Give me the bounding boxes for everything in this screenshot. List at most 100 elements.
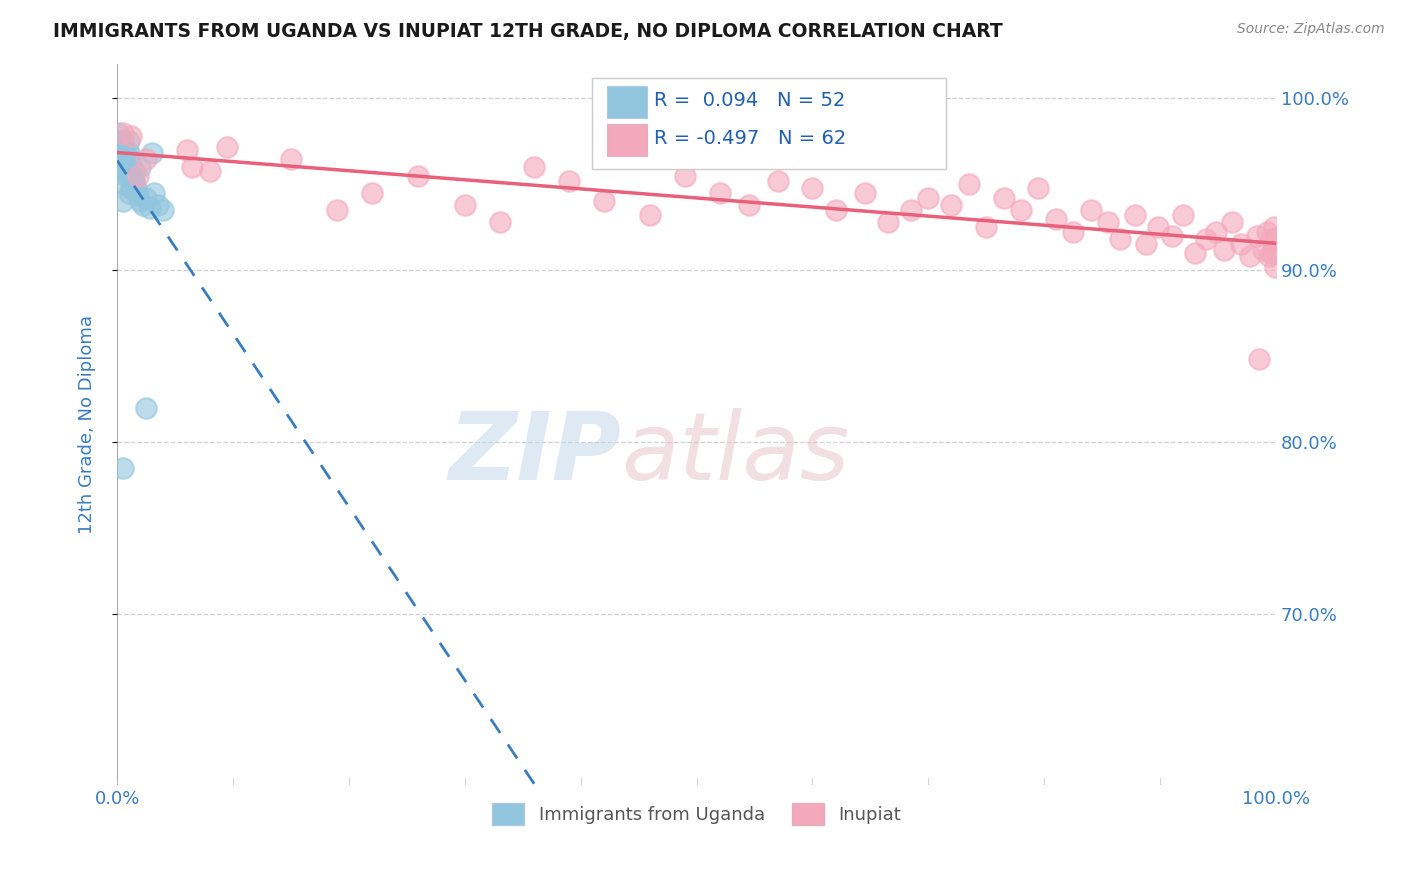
Point — [523, 160, 546, 174]
Point — [488, 215, 510, 229]
Point — [974, 220, 997, 235]
Point — [1260, 232, 1282, 246]
Point — [120, 129, 142, 144]
Point — [1010, 202, 1032, 217]
Point — [993, 191, 1015, 205]
Point — [1247, 352, 1270, 367]
Point — [118, 146, 141, 161]
Point — [1258, 249, 1281, 263]
Point — [122, 174, 145, 188]
Text: Source: ZipAtlas.com: Source: ZipAtlas.com — [1237, 22, 1385, 37]
Point — [941, 198, 963, 212]
Point — [124, 163, 146, 178]
Point — [1261, 246, 1284, 260]
Point — [1123, 208, 1146, 222]
Point — [361, 186, 384, 200]
Point — [853, 186, 876, 200]
Text: R =  0.094   N = 52: R = 0.094 N = 52 — [654, 91, 845, 111]
Point — [1239, 249, 1261, 263]
Point — [111, 143, 134, 157]
Point — [124, 180, 146, 194]
Point — [1173, 208, 1195, 222]
Point — [824, 202, 846, 217]
Point — [131, 198, 153, 212]
FancyBboxPatch shape — [607, 87, 647, 118]
Point — [957, 178, 980, 192]
Point — [111, 146, 134, 161]
Point — [217, 139, 239, 153]
Point — [114, 160, 136, 174]
Point — [1135, 237, 1157, 252]
Point — [1246, 228, 1268, 243]
Point — [115, 150, 138, 164]
Point — [592, 194, 614, 209]
Point — [121, 167, 143, 181]
Point — [1195, 232, 1218, 246]
Point — [120, 160, 142, 174]
Point — [280, 152, 302, 166]
Point — [117, 169, 139, 183]
Point — [118, 163, 141, 178]
Point — [1263, 220, 1285, 235]
Point — [111, 156, 134, 170]
Point — [1097, 215, 1119, 229]
Point — [408, 169, 430, 183]
Y-axis label: 12th Grade, No Diploma: 12th Grade, No Diploma — [79, 315, 96, 534]
Point — [111, 194, 134, 209]
Point — [1184, 246, 1206, 260]
Point — [1230, 237, 1253, 252]
Point — [129, 160, 152, 174]
Point — [876, 215, 898, 229]
Point — [135, 191, 157, 205]
Point — [1256, 226, 1278, 240]
Point — [107, 126, 129, 140]
Point — [143, 186, 166, 200]
Point — [114, 146, 136, 161]
Point — [112, 143, 135, 157]
Point — [917, 191, 939, 205]
Point — [124, 174, 146, 188]
Point — [1264, 243, 1286, 257]
Point — [112, 163, 135, 178]
Point — [117, 153, 139, 168]
Point — [1080, 202, 1102, 217]
Point — [673, 169, 696, 183]
Point — [1251, 243, 1274, 257]
Point — [737, 198, 759, 212]
Point — [110, 146, 132, 161]
Point — [118, 186, 141, 200]
Point — [120, 180, 142, 194]
Point — [152, 202, 174, 217]
Point — [127, 169, 149, 183]
Point — [108, 143, 131, 157]
Point — [138, 202, 160, 216]
Point — [107, 139, 129, 153]
Point — [900, 202, 922, 217]
Point — [111, 150, 134, 164]
Point — [801, 180, 824, 194]
Point — [198, 163, 221, 178]
Point — [638, 208, 661, 222]
Text: ZIP: ZIP — [449, 408, 621, 500]
Point — [110, 155, 132, 169]
Point — [1212, 243, 1234, 257]
Point — [326, 202, 349, 217]
Point — [108, 152, 131, 166]
Text: R = -0.497   N = 62: R = -0.497 N = 62 — [654, 128, 846, 148]
Point — [709, 186, 731, 200]
Point — [129, 194, 152, 209]
Point — [1028, 180, 1050, 194]
Point — [766, 174, 789, 188]
Point — [115, 169, 138, 183]
Point — [112, 153, 135, 168]
Point — [108, 134, 131, 148]
Point — [1220, 215, 1243, 229]
Point — [181, 160, 204, 174]
Point — [135, 401, 157, 415]
Point — [1108, 232, 1130, 246]
Point — [1045, 211, 1067, 226]
Point — [1062, 226, 1084, 240]
Point — [107, 146, 129, 161]
Point — [135, 152, 157, 166]
Point — [111, 460, 134, 475]
